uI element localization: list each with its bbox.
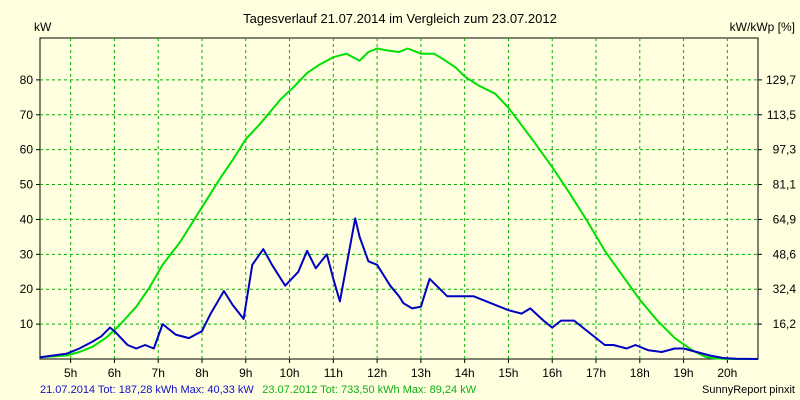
x-tick-label: 11h	[324, 366, 343, 380]
y-tick-label-right: 64,9	[773, 212, 797, 226]
x-tick-label: 14h	[455, 366, 475, 380]
y-tick-label-right: 129,7	[766, 73, 796, 87]
x-tick-label: 18h	[630, 366, 650, 380]
y-tick-label-left: 30	[20, 247, 34, 261]
y-tick-label-left: 70	[20, 108, 34, 122]
x-tick-label: 17h	[586, 366, 606, 380]
x-tick-label: 8h	[195, 366, 208, 380]
x-tick-label: 16h	[542, 366, 562, 380]
x-tick-label: 7h	[152, 366, 165, 380]
y-tick-label-right: 97,3	[773, 143, 797, 157]
y-tick-label-left: 20	[20, 282, 34, 296]
credit: SunnyReport pinxit	[702, 384, 795, 396]
y-tick-label-left: 80	[20, 73, 34, 87]
y-tick-label-right: 81,1	[773, 178, 797, 192]
y-axis-label-right: kW/kWp [%]	[730, 20, 795, 34]
tick-labels: 5h 6h 7h 8h 9h 10h 11h 12h 13h 14h 15h 16h 17h 18h 19h…	[20, 73, 797, 380]
x-tick-label: 6h	[108, 366, 121, 380]
x-tick-label: 15h	[498, 366, 518, 380]
x-tick-label: 12h	[367, 366, 387, 380]
x-tick-label: 19h	[674, 366, 694, 380]
x-tick-label: 13h	[411, 366, 431, 380]
series-line-2012	[39, 47, 758, 360]
legend-series-2012: 23.07.2012 Tot: 733,50 kWh Max: 89,24 kW	[262, 384, 476, 396]
series-line-2014	[39, 217, 759, 360]
x-tick-label: 5h	[64, 366, 77, 380]
y-tick-label-left: 40	[20, 212, 34, 226]
series-lines	[39, 47, 759, 360]
x-tick-label: 10h	[280, 366, 300, 380]
y-tick-label-left: 60	[20, 143, 34, 157]
legend-line: 21.07.2014 Tot: 187,28 kWh Max: 40,33 kW…	[40, 380, 477, 397]
y-axis-label-left: kW	[34, 20, 52, 34]
grid	[36, 38, 762, 363]
x-tick-label: 9h	[239, 366, 252, 380]
y-tick-label-right: 113,5	[767, 108, 796, 122]
y-tick-label-right: 48,6	[773, 247, 797, 261]
x-tick-label: 20h	[717, 366, 737, 380]
plot-area	[39, 37, 759, 360]
y-tick-label-left: 50	[20, 178, 34, 192]
y-tick-label-right: 16,2	[773, 317, 797, 331]
y-tick-label-right: 32,4	[773, 282, 797, 296]
chart-title: Tagesverlauf 21.07.2014 im Vergleich zum…	[243, 11, 557, 26]
y-tick-label-left: 10	[20, 317, 34, 331]
legend-series-2014: 21.07.2014 Tot: 187,28 kWh Max: 40,33 kW	[40, 384, 254, 396]
